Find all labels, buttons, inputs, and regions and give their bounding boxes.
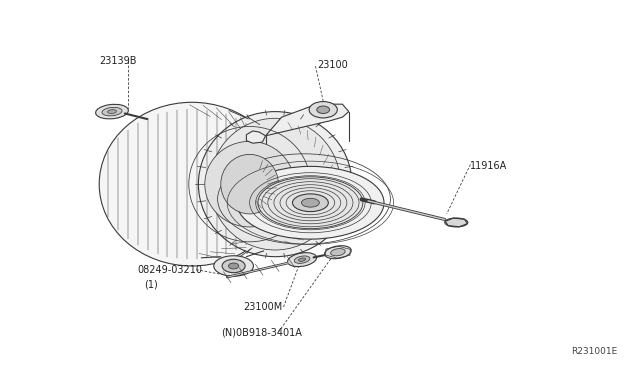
Ellipse shape [273,176,309,207]
Polygon shape [266,104,349,136]
Ellipse shape [102,108,122,116]
Circle shape [317,106,330,113]
Ellipse shape [221,154,278,214]
Text: 08249-03210: 08249-03210 [138,265,203,275]
Text: R231001E: R231001E [572,347,618,356]
Text: 11916A: 11916A [470,161,508,170]
Ellipse shape [324,246,351,259]
Ellipse shape [95,104,129,119]
Text: (1): (1) [144,280,157,289]
Ellipse shape [445,218,468,227]
Polygon shape [246,131,266,143]
Ellipse shape [287,253,317,267]
Text: 23139B: 23139B [99,57,137,66]
Ellipse shape [301,198,319,207]
Ellipse shape [214,256,253,276]
Ellipse shape [99,102,285,266]
Ellipse shape [258,177,363,229]
Circle shape [309,102,337,118]
Circle shape [222,259,245,273]
Ellipse shape [205,141,294,227]
Ellipse shape [331,248,345,256]
Ellipse shape [237,166,384,239]
Ellipse shape [294,256,310,263]
Circle shape [228,263,239,269]
Text: 23100: 23100 [317,60,348,70]
Ellipse shape [210,118,340,250]
Text: 23100M: 23100M [243,302,282,312]
Ellipse shape [284,185,299,198]
Ellipse shape [108,110,116,113]
Text: (N)0B918-3401A: (N)0B918-3401A [221,328,301,338]
Ellipse shape [198,112,352,257]
Ellipse shape [298,258,306,262]
Ellipse shape [292,194,328,212]
